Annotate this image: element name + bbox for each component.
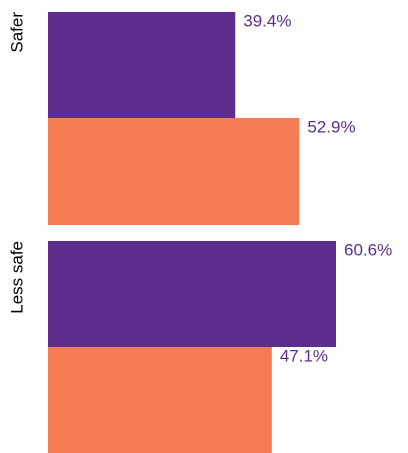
value-label: 39.4% xyxy=(243,11,291,30)
category-label: Less safe xyxy=(7,241,26,314)
bar xyxy=(48,118,300,225)
bar xyxy=(48,12,236,118)
category-label: Safer xyxy=(7,12,26,53)
bar xyxy=(48,241,336,347)
bar xyxy=(48,347,272,453)
value-label: 47.1% xyxy=(280,346,328,365)
value-label: 52.9% xyxy=(307,117,355,136)
value-label: 60.6% xyxy=(344,240,392,259)
